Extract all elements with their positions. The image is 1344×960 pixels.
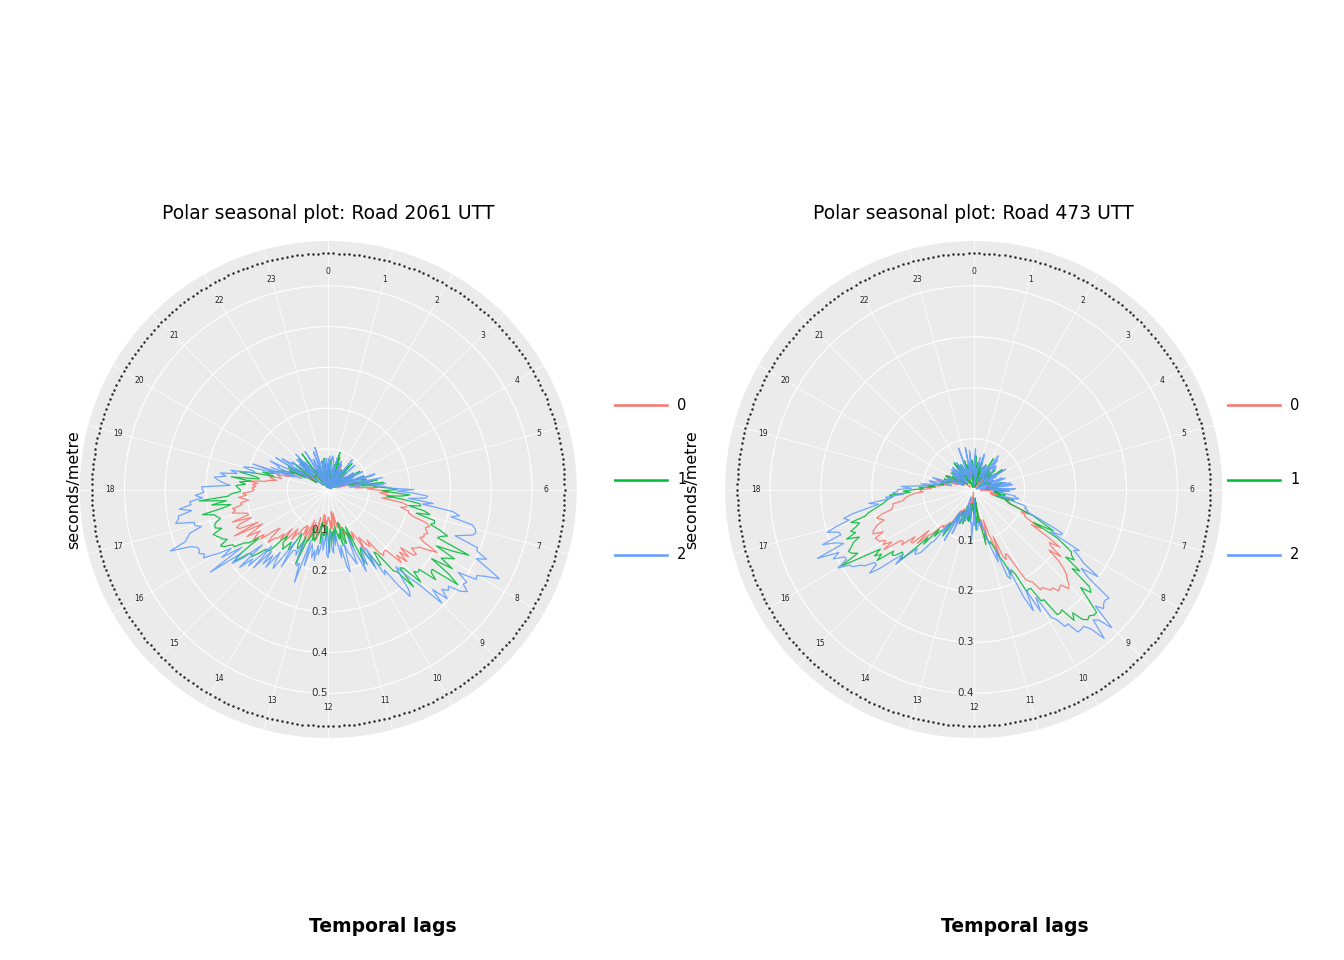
Text: 14: 14 xyxy=(215,674,224,683)
Text: 3: 3 xyxy=(1125,331,1130,340)
Title: Polar seasonal plot: Road 2061 UTT: Polar seasonal plot: Road 2061 UTT xyxy=(163,204,495,223)
Text: 1: 1 xyxy=(1290,472,1300,488)
Text: seconds/metre: seconds/metre xyxy=(684,430,700,549)
Text: 12: 12 xyxy=(969,703,978,712)
Text: 11: 11 xyxy=(380,696,390,705)
Text: 1: 1 xyxy=(677,472,687,488)
Text: 2: 2 xyxy=(435,297,439,305)
Text: 10: 10 xyxy=(1078,674,1087,683)
Text: 18: 18 xyxy=(751,485,761,494)
Text: 19: 19 xyxy=(113,429,122,438)
Title: Polar seasonal plot: Road 473 UTT: Polar seasonal plot: Road 473 UTT xyxy=(813,204,1134,223)
Text: 13: 13 xyxy=(913,696,922,705)
Text: 0: 0 xyxy=(972,267,976,276)
Text: 20: 20 xyxy=(780,376,790,385)
Text: 22: 22 xyxy=(215,297,224,305)
Text: 2: 2 xyxy=(1290,547,1300,563)
Text: 6: 6 xyxy=(1189,485,1193,494)
Text: 16: 16 xyxy=(134,594,144,603)
Text: 3: 3 xyxy=(480,331,485,340)
Text: 0.2: 0.2 xyxy=(312,566,328,576)
Text: 22: 22 xyxy=(860,297,870,305)
Text: 16: 16 xyxy=(780,594,790,603)
Text: 12: 12 xyxy=(324,703,333,712)
Text: Temporal lags: Temporal lags xyxy=(309,917,457,936)
Text: Temporal lags: Temporal lags xyxy=(941,917,1089,936)
Text: 4: 4 xyxy=(515,376,519,385)
Text: 9: 9 xyxy=(1125,639,1130,648)
Text: 19: 19 xyxy=(758,429,767,438)
Text: 15: 15 xyxy=(169,639,179,648)
Text: 0.4: 0.4 xyxy=(312,648,328,658)
Text: 8: 8 xyxy=(1160,594,1165,603)
Text: 5: 5 xyxy=(536,429,542,438)
Text: 23: 23 xyxy=(267,275,277,283)
Text: 18: 18 xyxy=(105,485,116,494)
Text: 8: 8 xyxy=(515,594,519,603)
Text: 1: 1 xyxy=(1028,275,1032,283)
Text: 0.5: 0.5 xyxy=(312,688,328,698)
Text: 11: 11 xyxy=(1025,696,1035,705)
Text: seconds/metre: seconds/metre xyxy=(66,430,82,549)
Text: 0.1: 0.1 xyxy=(957,536,973,545)
Text: 0: 0 xyxy=(1290,397,1300,413)
Text: 7: 7 xyxy=(536,541,542,550)
Text: 2: 2 xyxy=(677,547,687,563)
Text: 6: 6 xyxy=(544,485,548,494)
Text: 17: 17 xyxy=(758,541,767,550)
Text: 0: 0 xyxy=(677,397,687,413)
Text: 2: 2 xyxy=(1081,297,1085,305)
Text: 9: 9 xyxy=(480,639,485,648)
Text: 0.4: 0.4 xyxy=(957,688,973,698)
Text: 0: 0 xyxy=(325,267,331,276)
Text: 0.3: 0.3 xyxy=(957,637,973,647)
Text: 10: 10 xyxy=(433,674,442,683)
Text: 0.3: 0.3 xyxy=(312,607,328,617)
Text: 21: 21 xyxy=(814,331,824,340)
Text: 21: 21 xyxy=(169,331,179,340)
Text: 20: 20 xyxy=(134,376,144,385)
Text: 1: 1 xyxy=(382,275,387,283)
Text: 5: 5 xyxy=(1181,429,1187,438)
Text: 4: 4 xyxy=(1160,376,1165,385)
Text: 14: 14 xyxy=(860,674,870,683)
Text: 7: 7 xyxy=(1181,541,1187,550)
Text: 15: 15 xyxy=(814,639,824,648)
Text: 0.2: 0.2 xyxy=(957,587,973,596)
Text: 0.1: 0.1 xyxy=(312,525,328,536)
Text: 17: 17 xyxy=(113,541,122,550)
Text: 13: 13 xyxy=(267,696,277,705)
Text: 23: 23 xyxy=(913,275,922,283)
